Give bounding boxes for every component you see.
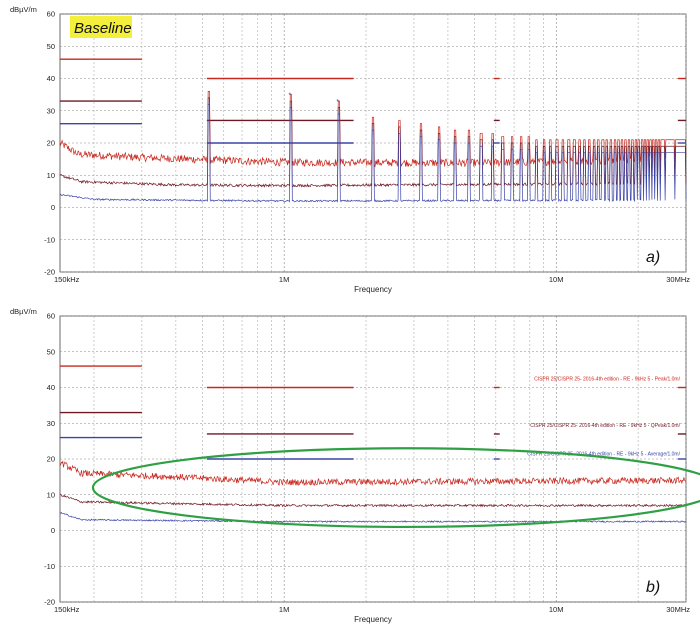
x-tick-label: 10M [549, 275, 564, 284]
x-tick-label: 150kHz [54, 605, 80, 614]
y-tick-label: 50 [47, 347, 55, 356]
legend-entry: CISPR 25/CISPR 25- 2016-4th edition - RE… [527, 451, 680, 457]
series-line-avg [59, 103, 687, 203]
chart-title: Baseline [74, 20, 132, 37]
x-tick-label: 30MHz [666, 275, 690, 284]
y-tick-label: 30 [47, 419, 55, 428]
y-tick-label: 60 [47, 10, 55, 19]
peak-marker: * [289, 93, 292, 100]
y-tick-label: 0 [51, 203, 55, 212]
y-tick-label: 30 [47, 106, 55, 115]
panel-label: a) [646, 249, 660, 266]
y-tick-label: -10 [44, 562, 55, 571]
y-tick-label: 50 [47, 42, 55, 51]
series-line-peak [59, 91, 687, 168]
y-tick-label: 0 [51, 526, 55, 535]
legend-entry: CISPR 25/CISPR 25- 2016-4th edition - RE… [534, 376, 681, 382]
x-tick-label: 1M [279, 275, 289, 284]
y-tick-label: -10 [44, 235, 55, 244]
x-axis-label: Frequency [354, 615, 392, 624]
y-axis-label: dBµV/m [10, 307, 37, 316]
series-line-qpeak [59, 493, 687, 508]
y-tick-label: 20 [47, 139, 55, 148]
x-tick-label: 1M [279, 605, 289, 614]
y-tick-label: 10 [47, 490, 55, 499]
y-axis-label: dBµV/m [10, 5, 37, 14]
panel-label: b) [646, 579, 660, 596]
x-tick-label: 10M [549, 605, 564, 614]
x-tick-label: 150kHz [54, 275, 80, 284]
title-badge [70, 16, 132, 38]
series-line-qpeak [59, 97, 687, 188]
y-tick-label: -20 [44, 598, 55, 607]
y-tick-label: -20 [44, 268, 55, 277]
highlight-ellipse [91, 447, 700, 529]
y-tick-label: 20 [47, 455, 55, 464]
y-tick-label: 10 [47, 171, 55, 180]
peak-marker: * [336, 99, 339, 106]
legend-entry: CISPR 25/CISPR 25- 2016-4th edition - RE… [530, 423, 680, 429]
x-axis-label: Frequency [354, 285, 392, 294]
series-line-avg [59, 511, 687, 524]
series-line-peak [59, 460, 687, 487]
x-tick-label: 30MHz [666, 605, 690, 614]
y-tick-label: 40 [47, 383, 55, 392]
y-tick-label: 40 [47, 74, 55, 83]
y-tick-label: 60 [47, 312, 55, 321]
